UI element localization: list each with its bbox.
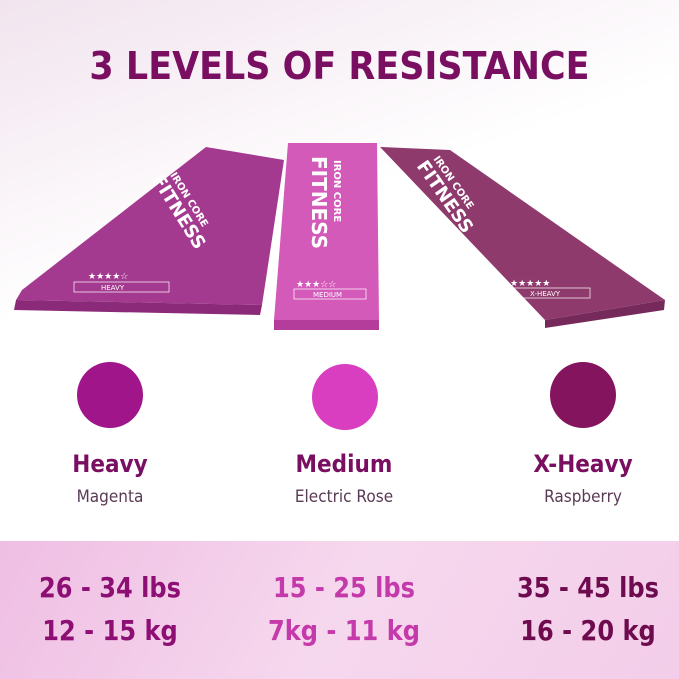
band-stars-medium: ★★★☆☆ — [296, 280, 336, 290]
lbs-heavy: 26 - 34 lbs — [38, 571, 181, 604]
band-heavy: IRON CORE FITNESS ★★★★☆ HEAVY — [14, 147, 284, 315]
swatch-medium — [312, 364, 378, 430]
kg-heavy: 12 - 15 kg — [42, 614, 178, 647]
color-name-xheavy: Raspberry — [544, 487, 622, 507]
band-label-xheavy: X-HEAVY — [530, 290, 561, 298]
weights-panel: 26 - 34 lbs 12 - 15 kg 15 - 25 lbs 7kg -… — [0, 541, 679, 679]
band-stars-heavy: ★★★★☆ — [88, 272, 128, 282]
color-name-heavy: Magenta — [76, 487, 144, 507]
band-brand-line1: IRON CORE — [331, 160, 342, 222]
band-stars-xheavy: ★★★★★ — [510, 279, 550, 289]
band-medium: IRON CORE FITNESS ★★★☆☆ MEDIUM — [274, 143, 379, 330]
lbs-xheavy: 35 - 45 lbs — [516, 571, 659, 604]
kg-medium: 7kg - 11 kg — [268, 614, 420, 647]
band-brand-line2: FITNESS — [307, 156, 331, 249]
band-xheavy: IRON CORE FITNESS ★★★★★ X-HEAVY — [380, 147, 665, 328]
level-name-medium: Medium — [295, 450, 393, 478]
swatch-xheavy — [550, 362, 616, 428]
color-name-medium: Electric Rose — [294, 487, 394, 507]
page-title: 3 LEVELS OF RESISTANCE — [89, 44, 590, 88]
band-label-heavy: HEAVY — [101, 284, 125, 292]
lbs-medium: 15 - 25 lbs — [272, 571, 415, 604]
level-name-heavy: Heavy — [72, 450, 148, 478]
band-label-medium: MEDIUM — [313, 291, 342, 299]
kg-xheavy: 16 - 20 kg — [520, 614, 656, 647]
swatch-heavy — [77, 362, 143, 428]
level-name-xheavy: X-Heavy — [533, 450, 633, 478]
